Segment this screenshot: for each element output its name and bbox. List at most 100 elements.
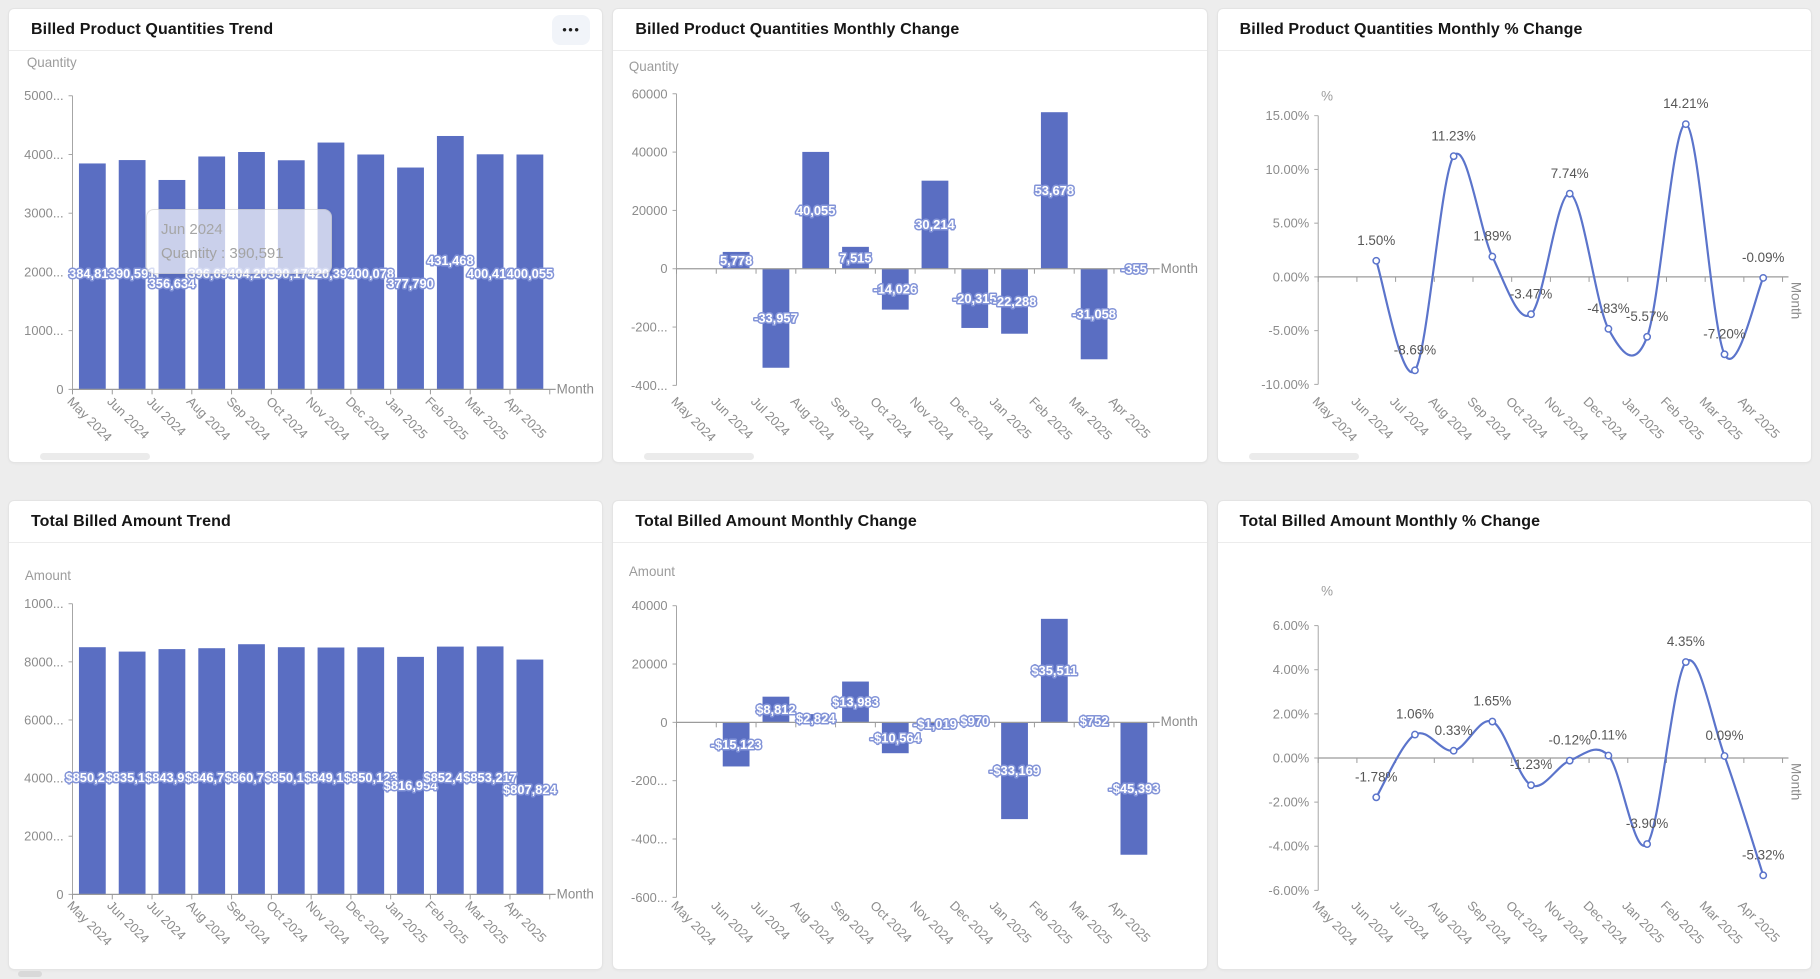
svg-text:-$33,169: -$33,169 xyxy=(989,763,1040,778)
qty-change-chart[interactable]: Quantity6000040000200000-200...-400...Ma… xyxy=(613,51,1206,462)
svg-text:384,813: 384,813 xyxy=(69,266,116,281)
svg-text:1.65%: 1.65% xyxy=(1473,694,1511,709)
svg-text:$816,954: $816,954 xyxy=(384,778,439,793)
more-options-button[interactable]: ••• xyxy=(552,14,591,45)
svg-text:5.00%: 5.00% xyxy=(1272,216,1309,231)
qty-trend-chart[interactable]: Quantity 5000... 4000... 3000... 2000... 1000… xyxy=(9,51,602,462)
qty-pct-change-chart[interactable]: %15.00%10.00%5.00%0.00%-5.00%-10.00%May … xyxy=(1218,51,1811,462)
chart-scrollbar[interactable] xyxy=(40,453,150,460)
svg-text:-355: -355 xyxy=(1121,262,1147,277)
card-header: Total Billed Amount Monthly Change xyxy=(613,501,1207,543)
svg-text:$860,736: $860,736 xyxy=(225,770,279,785)
svg-text:$13,983: $13,983 xyxy=(833,694,880,709)
chart-area[interactable]: % 15.00% 10.00% 5.00% 0.00% -5.00% -10.00% May … xyxy=(1218,51,1811,462)
svg-text:0: 0 xyxy=(56,887,63,902)
svg-text:-1.78%: -1.78% xyxy=(1355,769,1397,784)
amount-pct-change-chart[interactable]: % 6.00% 4.00% 2.00% 0.00% -2.00% -4.00% -6.00% M… xyxy=(1218,543,1811,969)
svg-text:60000: 60000 xyxy=(632,86,668,101)
page-horizontal-scrollbar[interactable] xyxy=(18,971,42,977)
svg-text:Amount: Amount xyxy=(25,568,71,583)
svg-text:Month: Month xyxy=(1788,282,1803,319)
svg-text:400,078: 400,078 xyxy=(347,266,394,281)
svg-text:0.09%: 0.09% xyxy=(1705,728,1743,743)
svg-text:14.21%: 14.21% xyxy=(1663,96,1708,111)
svg-text:-$10,564: -$10,564 xyxy=(870,730,922,745)
chart-title: Total Billed Amount Trend xyxy=(31,512,231,530)
chart-area[interactable]: Amount 1000... 8000... 6000... 4000... 2000..… xyxy=(9,543,602,969)
svg-text:Quantity: Quantity xyxy=(629,59,679,74)
card-amount-change: Total Billed Amount Monthly Change Amoun… xyxy=(612,500,1208,970)
svg-text:390,591: 390,591 xyxy=(109,266,156,281)
svg-text:4.00%: 4.00% xyxy=(1272,662,1309,677)
svg-text:$850,172: $850,172 xyxy=(264,770,318,785)
svg-text:431,468: 431,468 xyxy=(427,253,474,268)
chart-area[interactable]: Amount 40000 20000 0 -200... -400... -600... Ma… xyxy=(613,543,1206,969)
card-amount-trend: Total Billed Amount Trend Amount 1000... 8… xyxy=(8,500,604,970)
svg-text:0: 0 xyxy=(661,261,668,276)
svg-text:-5.00%: -5.00% xyxy=(1268,323,1309,338)
chart-title: Total Billed Amount Monthly Change xyxy=(635,512,917,530)
svg-text:-0.12%: -0.12% xyxy=(1548,733,1590,748)
svg-text:$8,812: $8,812 xyxy=(757,702,796,717)
svg-text:1.06%: 1.06% xyxy=(1396,707,1434,722)
svg-text:-3.90%: -3.90% xyxy=(1626,816,1668,831)
svg-text:$850,123: $850,123 xyxy=(344,770,398,785)
chart-scrollbar[interactable] xyxy=(644,453,755,460)
chart-area[interactable]: % 6.00% 4.00% 2.00% 0.00% -2.00% -4.00% -6.00% M… xyxy=(1218,543,1811,969)
svg-text:-200...: -200... xyxy=(631,320,668,335)
svg-text:$970: $970 xyxy=(961,713,990,728)
svg-text:1000...: 1000... xyxy=(24,596,63,611)
svg-text:356,634: 356,634 xyxy=(149,276,196,291)
svg-text:-200...: -200... xyxy=(631,773,668,788)
card-header: Total Billed Amount Trend xyxy=(9,501,603,543)
svg-text:0.00%: 0.00% xyxy=(1272,269,1309,284)
svg-text:-7.20%: -7.20% xyxy=(1703,326,1745,341)
svg-text:$752: $752 xyxy=(1080,714,1109,729)
svg-text:-5.32%: -5.32% xyxy=(1742,847,1784,862)
svg-text:$807,824: $807,824 xyxy=(503,782,558,797)
card-header: Billed Product Quantities Monthly % Chan… xyxy=(1217,9,1811,51)
chart-title: Billed Product Quantities Monthly % Chan… xyxy=(1239,20,1583,38)
card-qty-change: Billed Product Quantities Monthly Change… xyxy=(612,8,1208,463)
svg-text:-10.00%: -10.00% xyxy=(1261,377,1310,392)
svg-text:-2.00%: -2.00% xyxy=(1268,795,1309,810)
svg-text:$853,217: $853,217 xyxy=(463,770,517,785)
amount-trend-chart[interactable]: Amount 1000... 8000... 6000... 4000... 2000..… xyxy=(9,543,602,969)
svg-text:0.11%: 0.11% xyxy=(1590,728,1627,743)
svg-text:20000: 20000 xyxy=(632,203,668,218)
svg-text:20000: 20000 xyxy=(632,656,668,671)
svg-text:377,790: 377,790 xyxy=(387,276,434,291)
chart-scrollbar[interactable] xyxy=(1248,453,1359,460)
card-qty-pct-change: Billed Product Quantities Monthly % Chan… xyxy=(1216,8,1812,463)
svg-text:53,678: 53,678 xyxy=(1035,183,1074,198)
svg-text:4000...: 4000... xyxy=(24,147,63,162)
svg-text:6.00%: 6.00% xyxy=(1272,618,1309,633)
card-header: Billed Product Quantities Trend ••• xyxy=(9,9,603,51)
svg-text:0.33%: 0.33% xyxy=(1434,723,1472,738)
svg-text:5,778: 5,778 xyxy=(720,253,752,268)
svg-text:10.00%: 10.00% xyxy=(1265,162,1309,177)
svg-text:Amount: Amount xyxy=(629,564,675,579)
svg-text:400,055: 400,055 xyxy=(507,266,554,281)
svg-text:%: % xyxy=(1321,584,1333,599)
svg-text:3000...: 3000... xyxy=(24,206,63,221)
svg-text:Month: Month xyxy=(557,381,594,396)
svg-text:1000...: 1000... xyxy=(24,323,63,338)
svg-text:4.35%: 4.35% xyxy=(1666,634,1704,649)
svg-text:7,515: 7,515 xyxy=(840,250,872,265)
chart-area[interactable]: Quantity 60000 40000 20000 0 -200... -400... Ma… xyxy=(613,51,1206,462)
svg-text:-22,288: -22,288 xyxy=(993,294,1037,309)
svg-text:-$15,123: -$15,123 xyxy=(711,737,762,752)
card-header: Total Billed Amount Monthly % Change xyxy=(1217,501,1811,543)
svg-text:0: 0 xyxy=(661,715,668,730)
chart-title: Billed Product Quantities Trend xyxy=(31,20,274,38)
svg-text:-33,957: -33,957 xyxy=(754,311,798,326)
svg-text:-0.09%: -0.09% xyxy=(1742,250,1784,265)
svg-text:30,214: 30,214 xyxy=(916,217,956,232)
chart-area[interactable]: Quantity 5000... 4000... 3000... 2000... 1000… xyxy=(9,51,602,462)
amount-change-chart[interactable]: Amount40000200000-200...-400...-600...Ma… xyxy=(613,543,1206,969)
svg-text:2000...: 2000... xyxy=(24,829,63,844)
svg-text:Quantity: Quantity xyxy=(27,55,77,70)
svg-text:40000: 40000 xyxy=(632,145,668,160)
